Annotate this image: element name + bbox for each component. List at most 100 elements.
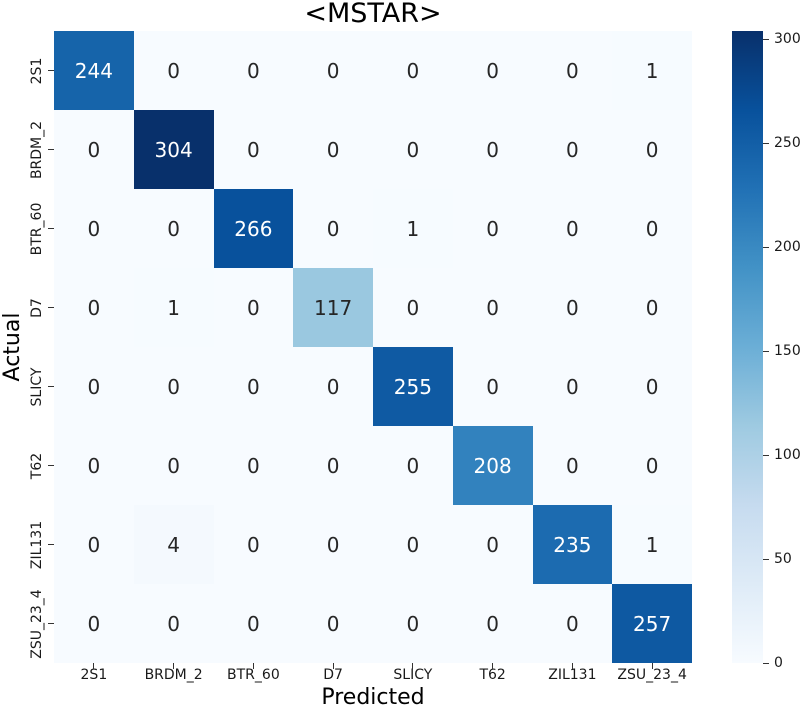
heatmap-cell: 0 xyxy=(133,584,214,663)
heatmap-cell: 0 xyxy=(532,584,613,663)
heatmap-cell: 0 xyxy=(612,110,692,189)
y-axis-label: Actual xyxy=(0,312,25,382)
heatmap-cell: 0 xyxy=(612,347,692,426)
colorbar-gradient xyxy=(732,31,763,663)
heatmap-cell: 235 xyxy=(532,505,613,584)
y-tick-label: ZIL131 xyxy=(29,520,45,569)
heatmap-cell: 0 xyxy=(213,110,294,189)
heatmap-cell: 0 xyxy=(133,189,214,268)
y-tick-label: T62 xyxy=(29,452,45,479)
y-tick-mark xyxy=(48,70,54,71)
y-tick-label: D7 xyxy=(29,297,45,318)
heatmap-cell: 0 xyxy=(452,189,533,268)
heatmap-cell: 0 xyxy=(532,31,613,110)
x-tick-mark xyxy=(332,663,334,669)
heatmap-cell: 0 xyxy=(54,584,134,663)
heatmap-cell: 0 xyxy=(452,31,533,110)
heatmap-cell: 0 xyxy=(293,347,373,426)
x-tick-mark xyxy=(252,663,254,669)
heatmap-cell: 266 xyxy=(213,189,294,268)
x-tick-label: BTR_60 xyxy=(227,667,280,683)
heatmap-cell: 0 xyxy=(54,110,134,189)
x-tick-mark xyxy=(173,663,175,669)
heatmap-cell: 0 xyxy=(452,110,533,189)
heatmap-cell: 0 xyxy=(612,268,692,347)
y-tick-label: BRDM_2 xyxy=(29,120,45,179)
heatmap-cell: 0 xyxy=(213,347,294,426)
heatmap-cell: 0 xyxy=(373,268,453,347)
y-tick-label: 2S1 xyxy=(29,57,45,84)
x-tick-label: ZIL131 xyxy=(548,667,597,683)
heatmap-grid: 244 0 0 0 0 0 0 1 0 304 0 0 0 0 0 0 0 0 266 0 1 0 0 0 0 1 0 117 0 0 0 0… xyxy=(54,31,692,663)
heatmap-cell: 0 xyxy=(213,584,294,663)
colorbar-tick-mark xyxy=(763,142,769,144)
y-tick-label: SLICY xyxy=(29,367,45,406)
colorbar-tick-label: 250 xyxy=(774,135,800,152)
heatmap-cell: 208 xyxy=(452,426,533,505)
heatmap-cell: 255 xyxy=(373,347,453,426)
x-tick-mark xyxy=(492,663,494,669)
heatmap-cell: 0 xyxy=(54,505,134,584)
x-tick-mark xyxy=(93,663,95,669)
x-axis-label: Predicted xyxy=(321,685,425,710)
heatmap-cell: 0 xyxy=(532,268,613,347)
heatmap-cell: 0 xyxy=(612,189,692,268)
x-tick-mark xyxy=(651,663,653,669)
heatmap-cell: 244 xyxy=(54,31,134,110)
heatmap-cell: 0 xyxy=(293,584,373,663)
heatmap-cell: 0 xyxy=(532,189,613,268)
heatmap-cell: 0 xyxy=(213,268,294,347)
colorbar-tick-mark xyxy=(763,38,769,40)
colorbar-tick-label: 150 xyxy=(774,343,800,360)
x-tick-label: SLICY xyxy=(393,667,433,683)
heatmap-cell: 0 xyxy=(373,110,453,189)
x-tick-label: D7 xyxy=(323,667,343,683)
y-tick-label: BTR_60 xyxy=(29,202,45,255)
heatmap-cell: 1 xyxy=(612,505,692,584)
colorbar-tick-mark xyxy=(763,558,769,560)
y-tick-mark xyxy=(48,465,54,466)
x-tick-label: BRDM_2 xyxy=(144,667,203,683)
y-tick-mark xyxy=(48,623,54,624)
heatmap-cell: 0 xyxy=(452,505,533,584)
heatmap-cell: 0 xyxy=(54,347,134,426)
colorbar-tick-mark xyxy=(763,350,769,352)
x-tick-label: 2S1 xyxy=(80,667,108,683)
heatmap-cell: 0 xyxy=(213,505,294,584)
heatmap-cell: 0 xyxy=(532,347,613,426)
x-tick-label: ZSU_23_4 xyxy=(617,667,687,683)
heatmap-cell: 0 xyxy=(373,31,453,110)
heatmap-cell: 257 xyxy=(612,584,692,663)
heatmap-cell: 0 xyxy=(293,31,373,110)
y-tick-mark xyxy=(48,228,54,229)
heatmap-cell: 0 xyxy=(293,505,373,584)
heatmap-cell: 0 xyxy=(133,31,214,110)
heatmap-cell: 0 xyxy=(54,189,134,268)
x-tick-mark xyxy=(571,663,573,669)
colorbar-tick-label: 0 xyxy=(774,655,783,671)
heatmap-cell: 0 xyxy=(54,426,134,505)
heatmap-cell: 0 xyxy=(293,110,373,189)
colorbar-tick-label: 300 xyxy=(774,31,800,48)
chart-title: <MSTAR> xyxy=(304,0,442,29)
y-tick-label: ZSU_23_4 xyxy=(29,588,45,659)
y-tick-mark xyxy=(48,386,54,387)
heatmap-cell: 0 xyxy=(452,268,533,347)
heatmap-cell: 0 xyxy=(213,31,294,110)
x-tick-label: T62 xyxy=(479,667,506,683)
heatmap-cell: 0 xyxy=(532,110,613,189)
colorbar-tick-mark xyxy=(763,454,769,456)
heatmap-cell: 0 xyxy=(612,426,692,505)
heatmap-cell: 0 xyxy=(293,426,373,505)
heatmap-cell: 0 xyxy=(532,426,613,505)
heatmap-cell: 0 xyxy=(373,505,453,584)
colorbar-tick-mark xyxy=(763,246,769,248)
heatmap-cell: 4 xyxy=(133,505,214,584)
heatmap-cell: 304 xyxy=(133,110,214,189)
y-tick-mark xyxy=(48,307,54,308)
heatmap-cell: 0 xyxy=(133,347,214,426)
y-tick-mark xyxy=(48,149,54,150)
heatmap-cell: 1 xyxy=(133,268,214,347)
heatmap-cell: 0 xyxy=(293,189,373,268)
